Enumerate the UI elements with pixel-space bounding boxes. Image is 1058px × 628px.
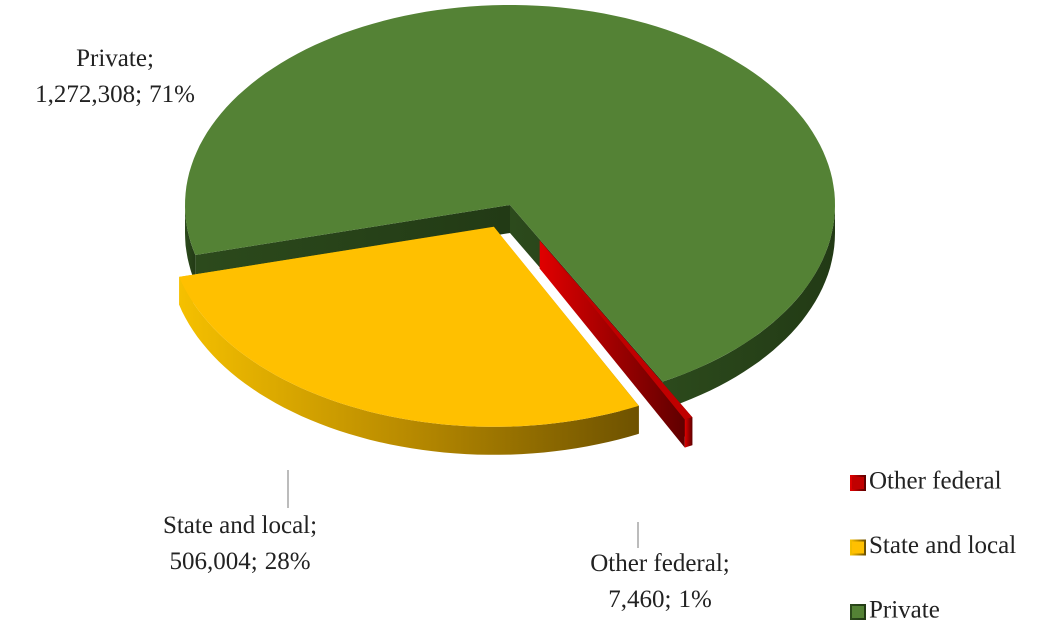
label-value: 1,272,308 — [35, 81, 135, 108]
data-labels: Other federal;7,460; 1%State and local;50… — [35, 45, 730, 613]
legend-swatch — [850, 539, 866, 556]
data-label: Other federal; — [590, 550, 730, 577]
slice — [179, 226, 639, 427]
data-label: State and local; — [163, 512, 317, 539]
label-value: 7,460 — [608, 586, 664, 613]
slice-wall — [539, 240, 685, 448]
label-category: State and local — [163, 512, 310, 539]
legend-label: Private — [869, 597, 940, 624]
label-category: Other federal — [590, 550, 723, 577]
label-separator: ; — [251, 548, 258, 575]
legend: Other federal State and local Private — [850, 468, 1016, 624]
legend-swatch — [850, 604, 866, 620]
data-label: 7,460; 1% — [608, 586, 712, 613]
legend-label: State and local — [869, 532, 1016, 559]
label-separator: ; — [664, 586, 671, 613]
slice-side — [684, 417, 693, 448]
label-separator: ; — [310, 512, 317, 539]
slice — [185, 5, 835, 382]
slice-side — [662, 205, 835, 410]
label-separator: ; — [147, 45, 154, 72]
label-percent: 1% — [678, 586, 711, 613]
legend-swatch — [850, 475, 866, 491]
data-label: 506,004; 28% — [169, 548, 310, 575]
label-category: Private — [76, 45, 147, 72]
slice-side — [185, 205, 196, 283]
label-percent: 71% — [149, 81, 195, 108]
label-value: 506,004 — [169, 548, 251, 575]
data-label: 1,272,308; 71% — [35, 81, 195, 108]
legend-label: Other federal — [869, 468, 1002, 495]
data-label: Private; — [76, 45, 154, 72]
label-percent: 28% — [265, 548, 311, 575]
pie — [179, 5, 835, 455]
slice — [539, 240, 693, 420]
label-separator: ; — [135, 81, 142, 108]
label-separator: ; — [723, 550, 730, 577]
slice-side — [179, 276, 639, 455]
